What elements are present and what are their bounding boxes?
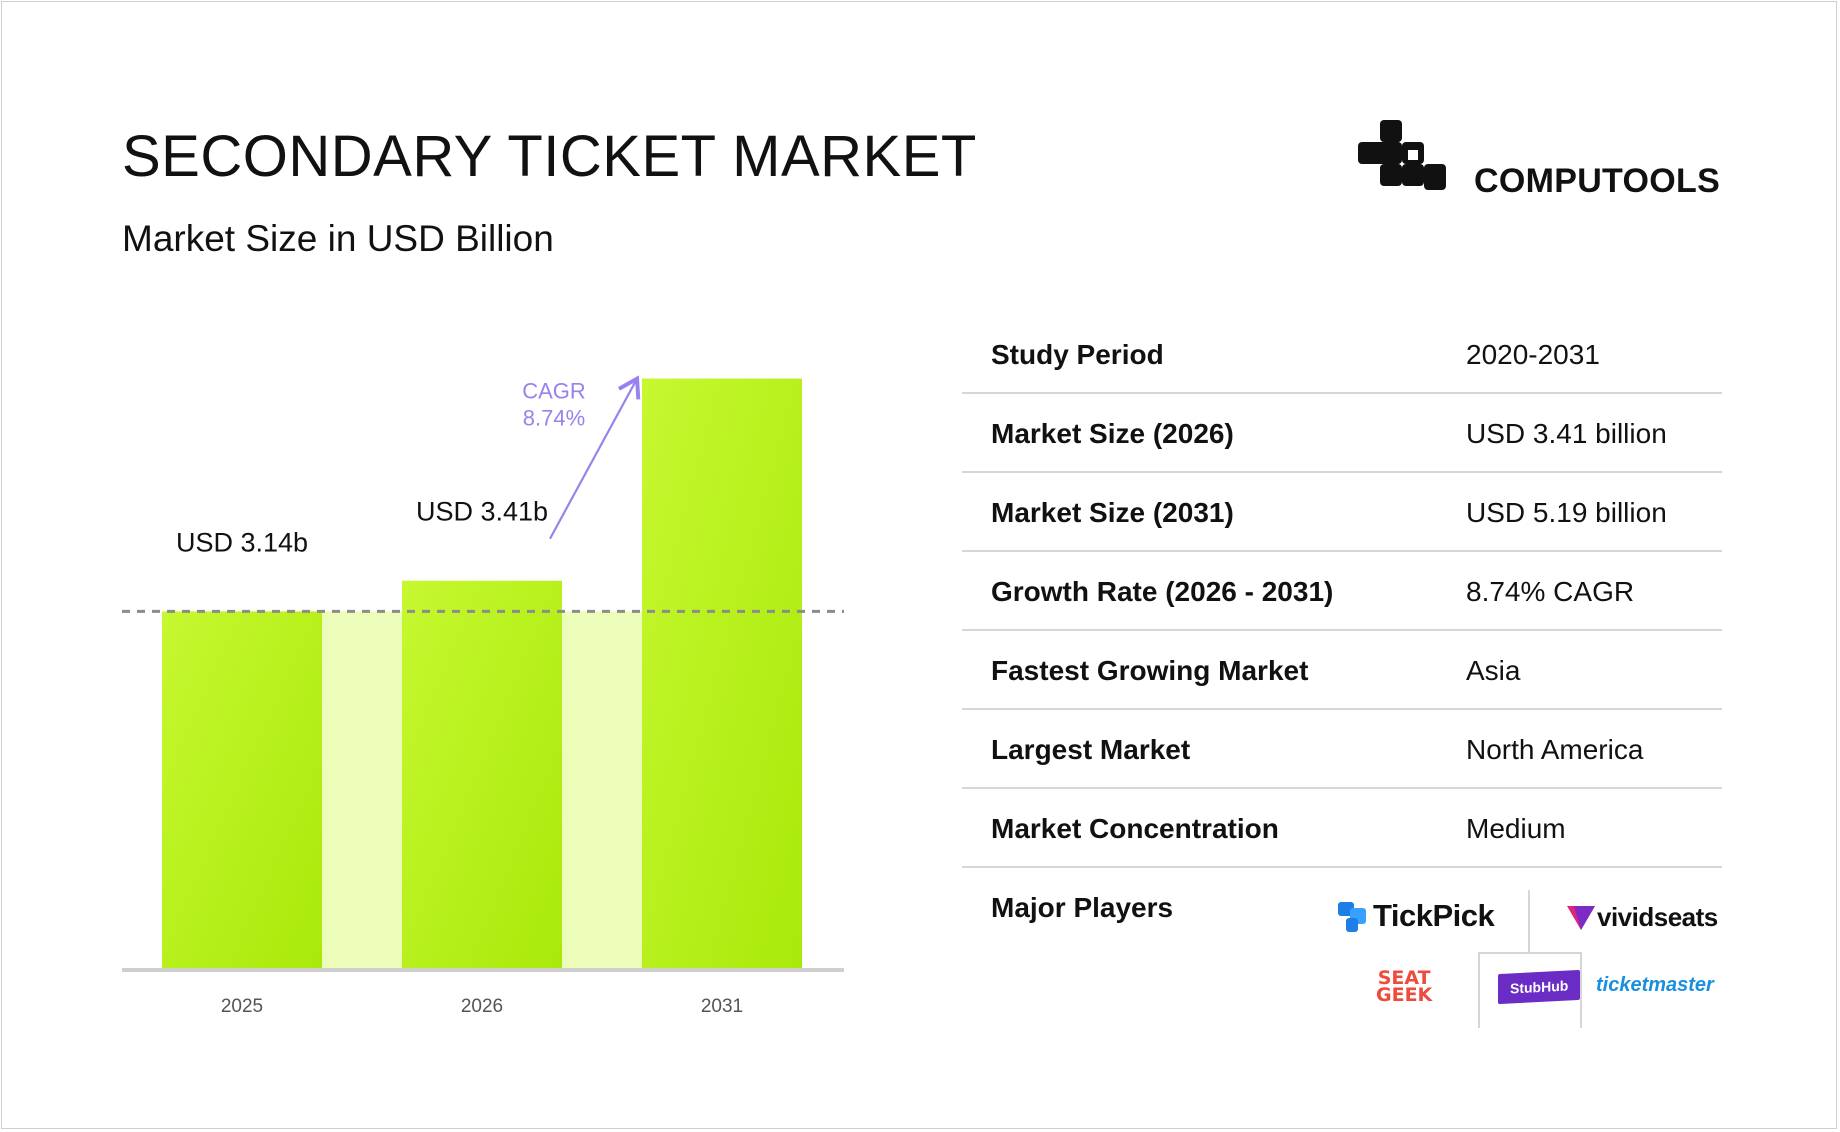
seatgeek-name-line2: GEEK [1376, 984, 1433, 1006]
table-row: Growth Rate (2026 - 2031) 8.74% CAGR [962, 552, 1722, 631]
cagr-annotation-value: 8.74% [523, 406, 585, 431]
cagr-annotation-label: CAGR [522, 379, 586, 404]
table-row: Market Concentration Medium [962, 789, 1722, 868]
major-players-label: Major Players [991, 892, 1174, 923]
computools-pixel-mark-icon [1358, 120, 1446, 190]
table-row-major-players: Major Players TickPick [962, 868, 1722, 1028]
bar-2031 [642, 378, 802, 968]
table-row-value: 8.74% CAGR [1466, 576, 1635, 607]
vividseats-name: vividseats [1597, 902, 1718, 932]
bar-data-label: USD 3.14b [176, 527, 308, 557]
logo-divider [1580, 952, 1582, 1028]
market-summary-table: Study Period 2020-2031 Market Size (2026) U… [962, 315, 1722, 1028]
x-tick-label: 2031 [701, 996, 743, 1017]
x-tick-label: 2025 [221, 996, 263, 1017]
table-row-label: Market Size (2026) [991, 418, 1234, 449]
bar-2025 [162, 611, 322, 968]
tickpick-mark-icon [1338, 902, 1366, 932]
brand-logo: COMPUTOOLS [1358, 120, 1728, 200]
page-subtitle: Market Size in USD Billion [122, 218, 554, 259]
table-row-label: Fastest Growing Market [991, 655, 1309, 686]
bar-gap-fill [562, 611, 642, 968]
page-title: SECONDARY TICKET MARKET [122, 124, 977, 189]
table-row-label: Study Period [991, 339, 1164, 370]
bar-2026 [402, 580, 562, 968]
table-row-label: Market Concentration [991, 813, 1279, 844]
logo-divider [1478, 952, 1480, 1028]
stubhub-logo: StubHub [1498, 969, 1581, 1005]
logo-divider [1528, 890, 1530, 952]
x-tick-label: 2026 [461, 996, 503, 1017]
tickpick-logo: TickPick [1336, 898, 1495, 934]
ticketmaster-logo: ticketmaster [1596, 974, 1714, 997]
bar-data-label: USD 3.41b [416, 497, 548, 527]
cagr-arrow [549, 375, 641, 540]
bar-gap-fill [322, 611, 402, 968]
major-players-logos: TickPick vividseats SEAT GEEK [1330, 868, 1722, 1028]
seatgeek-name-line1: SEAT [1377, 967, 1431, 989]
table-row-value: 2020-2031 [1466, 339, 1600, 370]
ticketmaster-name: ticketmaster [1596, 974, 1714, 996]
table-row: Study Period 2020-2031 [962, 315, 1722, 394]
logo-divider [1478, 952, 1582, 954]
table-row-label: Largest Market [991, 734, 1191, 765]
table-row-value: North America [1466, 734, 1644, 765]
table-row-value: Asia [1466, 655, 1521, 686]
stubhub-name: StubHub [1498, 969, 1581, 1005]
table-row-label: Growth Rate (2026 - 2031) [991, 576, 1334, 607]
seatgeek-logo: SEAT GEEK [1376, 967, 1433, 1006]
table-row-label: Market Size (2031) [991, 497, 1234, 528]
vividseats-logo: vividseats [1566, 902, 1718, 933]
table-row: Market Size (2026) USD 3.41 billion [962, 394, 1722, 473]
table-row-value: Medium [1466, 813, 1566, 844]
tickpick-name: TickPick [1373, 898, 1495, 933]
table-row: Largest Market North America [962, 710, 1722, 789]
table-row-value: USD 5.19 billion [1466, 497, 1667, 528]
table-row: Fastest Growing Market Asia [962, 631, 1722, 710]
table-row: Market Size (2031) USD 5.19 billion [962, 473, 1722, 552]
table-row-value: USD 3.41 billion [1466, 418, 1667, 449]
vividseats-mark-icon [1567, 905, 1595, 930]
brand-name: COMPUTOOLS [1474, 162, 1721, 200]
